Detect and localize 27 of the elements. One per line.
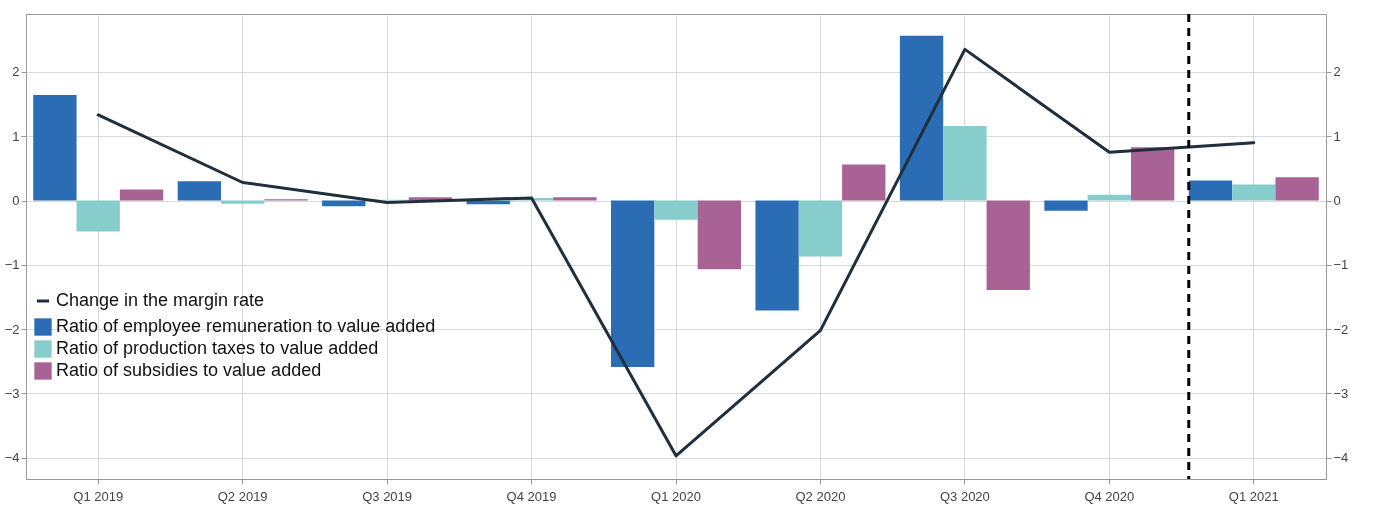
y2-tick-label: −1 [1333,257,1349,273]
y2-tick-label: −4 [1333,450,1349,466]
y2-tick-label: 2 [1333,64,1341,80]
x-tick-label: Q1 2019 [73,488,124,504]
x-tick-label: Q2 2019 [217,488,268,504]
x-tick-label: Q1 2020 [651,488,701,504]
legend-label: Ratio of production taxes to value added [56,338,379,358]
y2-tick-label: 1 [1333,128,1341,144]
y-tick-label: 0 [12,193,20,209]
x-tick-label: Q1 2021 [1228,488,1279,504]
y-tick-label: −4 [4,450,20,466]
legend-label: Ratio of subsidies to value added [56,360,322,380]
legend-label: Ratio of employee remuneration to value added [56,316,436,336]
x-tick-label: Q3 2019 [362,488,413,504]
y2-tick-label: 0 [1333,193,1341,209]
y2-tick-label: −3 [1333,385,1349,401]
legend-label: Change in the margin rate [56,290,265,310]
y-tick-label: −2 [4,321,20,337]
y-tick-label: −1 [4,257,20,273]
y-tick-label: 1 [12,128,20,144]
x-tick-label: Q4 2019 [506,488,557,504]
y2-tick-label: −2 [1333,321,1349,337]
x-tick-label: Q2 2020 [795,488,846,504]
y-tick-label: 2 [12,64,20,80]
x-tick-label: Q3 2020 [939,488,990,504]
x-tick-label: Q4 2020 [1084,488,1135,504]
y-tick-label: −3 [4,385,20,401]
